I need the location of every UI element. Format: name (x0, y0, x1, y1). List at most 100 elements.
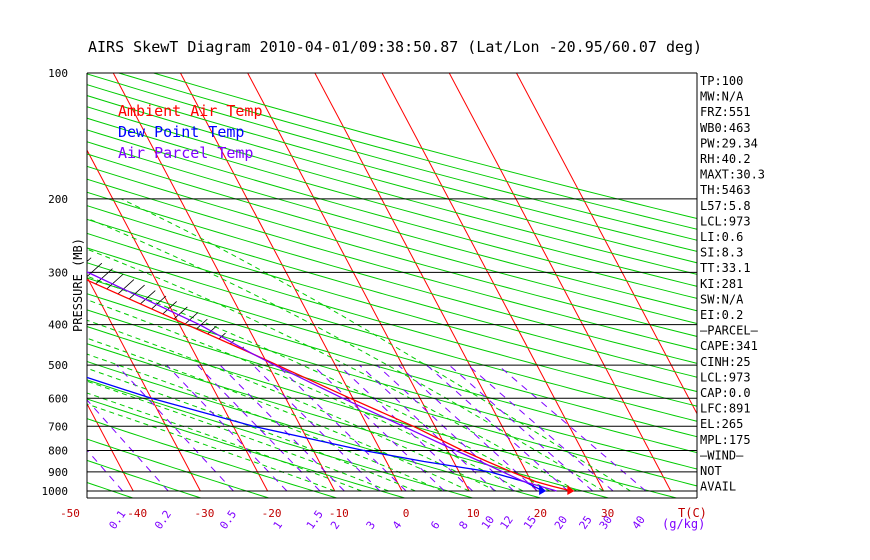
mixing-ratio-tick-label: 6 (428, 519, 442, 532)
dry-adiabat-line (87, 141, 697, 312)
mixing-ratio-line (497, 364, 647, 492)
cape-hatch-line (229, 339, 235, 345)
cape-hatch-line (117, 279, 135, 295)
stat-entry: CINH:25 (700, 355, 751, 369)
mixing-ratio-tick-label: 12 (498, 513, 516, 531)
isotherm-line (314, 73, 537, 492)
stat-entry: KI:281 (700, 277, 743, 291)
dry-adiabat-line (87, 361, 543, 498)
dry-adiabat-line (87, 459, 203, 498)
stat-entry: L57:5.8 (700, 199, 751, 213)
cape-hatch-line (51, 248, 68, 264)
mixing-ratio-tick-label: 0.2 (152, 508, 174, 532)
stat-entry: MPL:175 (700, 433, 751, 447)
dry-adiabat-line (87, 129, 697, 299)
stat-entry: LI:0.6 (700, 230, 743, 244)
mixing-ratio-tick-label: 3 (364, 519, 378, 532)
mixing-ratio-tick-label: 4 (390, 519, 405, 532)
cape-hatch-line (196, 318, 208, 330)
stat-entry: NOT (700, 464, 722, 478)
dry-adiabat-line (87, 262, 697, 438)
dry-adiabat-line (87, 153, 697, 325)
pressure-tick-label: 500 (48, 359, 68, 372)
legend: Ambient Air Temp Dew Point Temp Air Parcel… (118, 102, 263, 162)
dry-adiabat-line (87, 277, 697, 454)
chart-title: AIRS SkewT Diagram 2010-04-01/09:38:50.8… (88, 38, 702, 56)
dry-adiabat-line (87, 293, 697, 470)
dry-adiabat-line (87, 178, 697, 351)
axis-tick-labels: 1002003004005006007008009001000-120-110-… (42, 67, 648, 532)
dry-adiabat-line (87, 165, 697, 337)
cape-hatch-line (29, 239, 45, 254)
dry-adiabat-line (87, 326, 679, 498)
dry-adiabat-line (87, 218, 697, 393)
dry-adiabat-line (87, 398, 407, 498)
moist-adiabat-line (87, 353, 443, 492)
bottom-temp-tick-label: -30 (194, 507, 214, 520)
dry-adiabat-line (87, 106, 697, 275)
bottom-temp-tick-label: 10 (467, 507, 480, 520)
stat-entry: LCL:973 (700, 214, 751, 228)
temp-unit-label: T(C) (678, 506, 707, 520)
isotherm-line (516, 73, 697, 415)
stat-entry: CAPE:341 (700, 339, 758, 353)
stat-entry: AVAIL (700, 480, 736, 494)
mixing-ratio-line (359, 364, 496, 492)
stat-entry: LCL:973 (700, 370, 751, 384)
dewpoint-line (87, 376, 544, 492)
mixing-ratio-tick-label: 8 (456, 519, 470, 532)
stat-entry: MW:N/A (700, 90, 744, 104)
stat-entry: RH:40.2 (700, 152, 751, 166)
dry-adiabat-line (87, 84, 697, 252)
stat-entry: TP:100 (700, 74, 743, 88)
pressure-tick-label: 700 (48, 420, 68, 433)
mixing-ratio-line (87, 399, 169, 492)
stat-entry: TH:5463 (700, 183, 751, 197)
mixing-ratio-tick-label: 15 (521, 513, 539, 531)
bottom-temp-tick-label: -10 (329, 507, 349, 520)
pressure-tick-label: 200 (48, 193, 68, 206)
surface-dewpoint-marker (539, 485, 547, 495)
mixing-ratio-line (448, 364, 593, 492)
dry-adiabat-line (87, 418, 339, 498)
moist-adiabat-line (120, 198, 631, 492)
stat-entry: SI:8.3 (700, 246, 743, 260)
isotherm-line (87, 149, 269, 492)
cape-hatch-line (140, 290, 156, 305)
cape-hatch-line (207, 325, 217, 335)
dry-adiabat-line (87, 232, 697, 407)
mixing-ratio-line (277, 364, 407, 492)
mixing-ratio-tick-label: 2 (328, 519, 342, 532)
mixing-ratio-line (166, 364, 288, 492)
dry-adiabat-line (87, 95, 697, 264)
mixing-ratio-line (467, 364, 614, 492)
dry-adiabat-line (87, 379, 475, 498)
isotherm-line (112, 73, 336, 492)
mixing-ratio-tick-label: 40 (630, 513, 648, 531)
stat-entry: SW:N/A (700, 292, 744, 306)
parcel-temp-line (87, 271, 557, 492)
mixing-ratio-line (252, 364, 381, 492)
stat-entry: PW:29.34 (700, 136, 758, 150)
pressure-tick-label: 1000 (42, 485, 69, 498)
mixing-ratio-tick-label: 1 (271, 519, 285, 532)
mixing-ratio-tick-label: 10 (479, 513, 497, 531)
cape-hatch-line (106, 273, 124, 290)
cape-hatch-line (162, 301, 177, 315)
stat-entry: WB0:463 (700, 121, 751, 135)
isotherm-line (381, 73, 605, 492)
legend-entry: Air Parcel Temp (118, 144, 253, 162)
bottom-temp-tick-label: 30 (601, 507, 614, 520)
bottom-temp-tick-label: -20 (262, 507, 282, 520)
cape-hatch-line (87, 257, 92, 263)
dry-adiabat-line (87, 191, 697, 364)
cape-hatch-line (128, 284, 145, 300)
moist-adiabat-line (87, 403, 335, 492)
cape-hatching (29, 239, 244, 350)
mixing-ratio-tick-label: 0.5 (217, 508, 239, 532)
mixing-ratio-line (197, 364, 321, 492)
stat-entry: TT:33.1 (700, 261, 751, 275)
dry-adiabat-line (87, 309, 697, 487)
mixing-ratio-line (219, 364, 345, 492)
mixing-ratio-tick-label: 30 (597, 513, 615, 531)
